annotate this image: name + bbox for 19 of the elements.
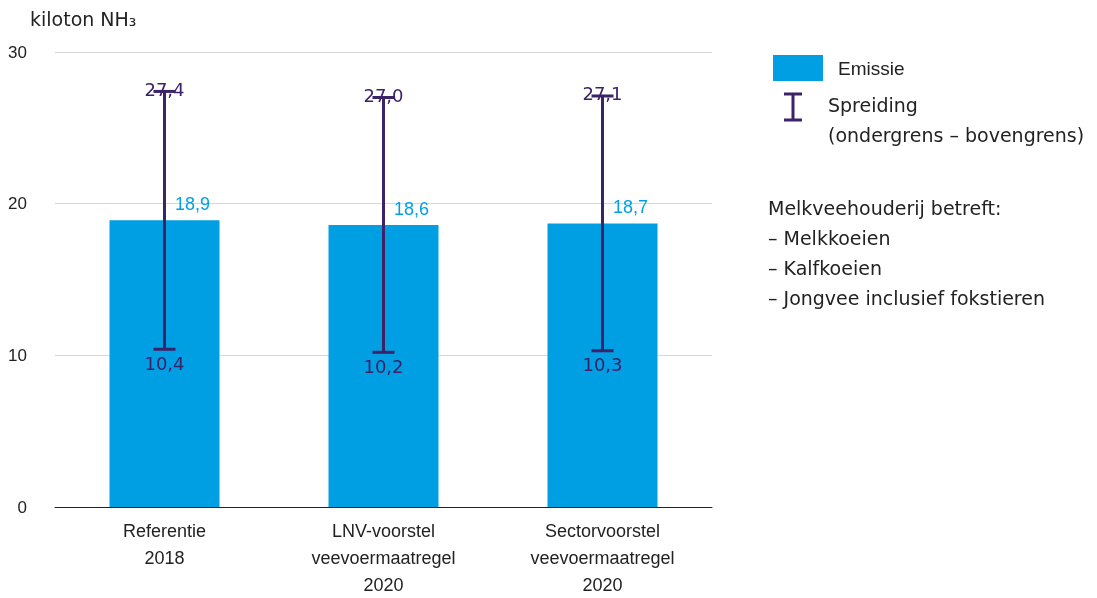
y-tick-label: 20 <box>8 194 27 214</box>
annotation: 10,3 <box>582 354 623 376</box>
data-label: 18,7 <box>612 197 649 218</box>
text: Melkveehouderij betreft: – Melkkoeien – Kalfkoeien – Jongvee inclusief fokstieren <box>768 196 1045 311</box>
data-label: 18,6 <box>393 198 430 219</box>
x-tick-label: Referentie 2018 <box>122 520 207 568</box>
y-axis-title: kiloton NH₃ <box>30 8 137 30</box>
annotation: 27,4 <box>144 78 185 100</box>
annotation: 27,1 <box>582 83 623 105</box>
text: Spreiding (ondergrens – bovengrens) <box>828 93 1085 148</box>
annotation: 10,4 <box>144 352 185 374</box>
x-tick-label: Sectorvoorstel veevoermaatregel 2020 <box>530 520 675 595</box>
legend-label: Emissie <box>838 57 905 79</box>
x-tick-label: LNV-voorstel veevoermaatregel 2020 <box>311 520 456 595</box>
y-tick-label: 0 <box>17 497 27 517</box>
annotation: 10,2 <box>363 355 404 377</box>
y-tick-label: 30 <box>8 42 27 62</box>
data-label: 18,9 <box>174 194 211 215</box>
y-tick-label: 10 <box>8 345 27 365</box>
